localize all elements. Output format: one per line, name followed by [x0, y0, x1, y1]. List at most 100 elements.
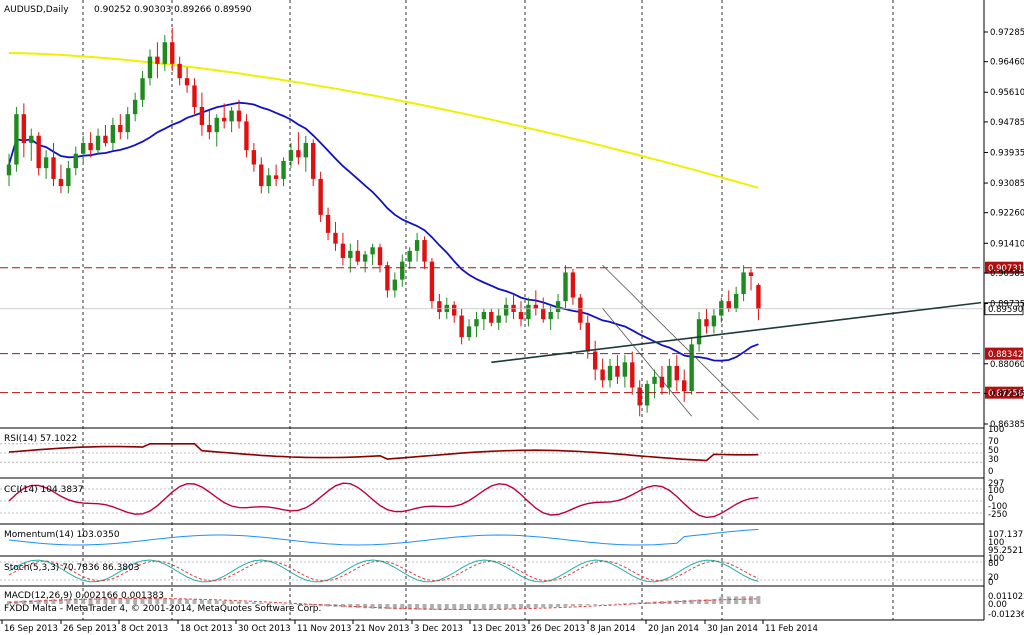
candle-bull [362, 254, 368, 262]
macd-histogram-bar [563, 604, 568, 607]
candle-bull [644, 383, 650, 406]
macd-histogram-bar [125, 598, 130, 604]
moving-averages [8, 52, 759, 362]
candle-bear [340, 243, 346, 259]
macd-histogram-bar [118, 598, 123, 604]
rsi-title: RSI(14) 57.1022 [4, 434, 77, 444]
date-tick-label: 11 Nov 2013 [297, 624, 351, 634]
candle-bull [147, 56, 153, 79]
candle-bull [741, 272, 746, 294]
candle-bear [452, 304, 457, 316]
cci-axis-label: -100 [988, 502, 1007, 512]
candle-bear [578, 297, 583, 323]
macd-histogram-bar [7, 601, 11, 604]
date-tick-label: 30 Jan 2014 [707, 624, 758, 634]
macd-histogram-bar [266, 603, 271, 604]
date-tick-label: 26 Sep 2013 [63, 624, 117, 634]
channel-upper-line [602, 264, 759, 421]
candle-bull [95, 135, 101, 151]
cci-axis-label: 100 [988, 486, 1004, 496]
candle-bear [541, 308, 546, 320]
level-label-bg [985, 261, 1023, 274]
price-tick-label: 0.97285 [990, 28, 1024, 38]
level-label: 0.88342 [988, 350, 1023, 360]
price-axis: 0.97285 0.96460 0.95610 0.94785 0.93935 0.930… [1, 28, 1024, 634]
price-tick-label: 0.90585 [990, 269, 1024, 279]
candle-bull [43, 157, 49, 169]
date-tick-label: 13 Dec 2013 [472, 624, 526, 634]
candle-bull [555, 301, 561, 312]
macd-histogram-bar [585, 604, 590, 606]
date-tick-label: 20 Jan 2014 [648, 624, 699, 634]
candle-bull [214, 117, 219, 133]
ma-fast-line [8, 101, 759, 362]
candle-bear [533, 304, 539, 309]
candle-bull [6, 164, 12, 176]
candle-bull [281, 160, 286, 179]
stoch-axis-label: 0 [988, 578, 993, 588]
candle-bear [170, 42, 175, 64]
candle-bull [622, 362, 628, 377]
trend-lines [491, 264, 982, 421]
macd-histogram-bar [615, 603, 620, 605]
macd-histogram-bar [96, 598, 101, 604]
macd-histogram-bar [177, 598, 182, 604]
macd-histogram-bar [103, 598, 108, 604]
macd-histogram-bar [630, 602, 635, 604]
macd-histogram-bar [756, 596, 761, 604]
current-price-box [984, 302, 1024, 316]
candle-bull [466, 326, 472, 338]
macd-histogram-bar [452, 604, 457, 610]
candle-bear [459, 315, 464, 338]
stoch-axis-label: 100 [988, 554, 1004, 564]
price-tick-label: 0.91410 [990, 239, 1024, 249]
candle-bear [221, 117, 227, 122]
candle-bull [288, 150, 294, 161]
candle-bull [696, 319, 702, 345]
price-tick-label: 0.94785 [990, 118, 1024, 128]
candle-bull [474, 319, 479, 327]
candle-bull [14, 114, 19, 165]
stoch-title: Stoch(5,3,3) 70.7836 86.3803 [4, 563, 139, 573]
level-label-bg [985, 347, 1023, 360]
candle-bear [273, 175, 279, 179]
macd-histogram-bar [415, 604, 420, 610]
macd-axis-label: 0.00 [988, 600, 1007, 610]
candle-bull [392, 279, 398, 291]
stoch-axis-label: 20 [988, 573, 999, 583]
rsi-line [8, 443, 759, 462]
candle-bear [207, 124, 212, 133]
candle-bear [355, 250, 360, 262]
macd-histogram-bar [697, 599, 702, 604]
candle-bear [333, 232, 338, 244]
stoch-signal-line [8, 560, 759, 582]
macd-histogram-bar [608, 603, 613, 605]
price-tick-label: 0.95610 [990, 88, 1024, 98]
rsi-axis-label: 50 [988, 446, 999, 456]
candle-bull [29, 135, 34, 143]
macd-histogram-bar [504, 604, 509, 610]
level-label: 0.90731 [988, 264, 1023, 274]
cci-axis-label: -250 [988, 510, 1007, 520]
rsi-axis-label: 0 [988, 467, 993, 477]
candle-bear [422, 240, 427, 262]
macd-histogram-bar [222, 600, 227, 604]
macd-axis-label: 0.011022 [988, 592, 1024, 602]
macd-histogram-bar [133, 598, 138, 604]
macd-histogram-bar [556, 604, 561, 607]
candle-bear [659, 376, 665, 388]
macd-histogram-bar [244, 601, 249, 604]
candle-bear [585, 322, 590, 352]
macd-histogram-bar [199, 599, 204, 604]
macd-histogram-bar [719, 596, 724, 604]
candle-bear [177, 63, 182, 79]
macd-histogram-bar [229, 601, 234, 604]
candle-bear [311, 142, 316, 179]
macd-histogram-bar [170, 598, 175, 604]
candle-bull [400, 261, 405, 280]
chart-title: AUDUSD,Daily [4, 5, 69, 15]
macd-histogram-bar [489, 604, 494, 610]
macd-histogram-bar [192, 599, 197, 604]
